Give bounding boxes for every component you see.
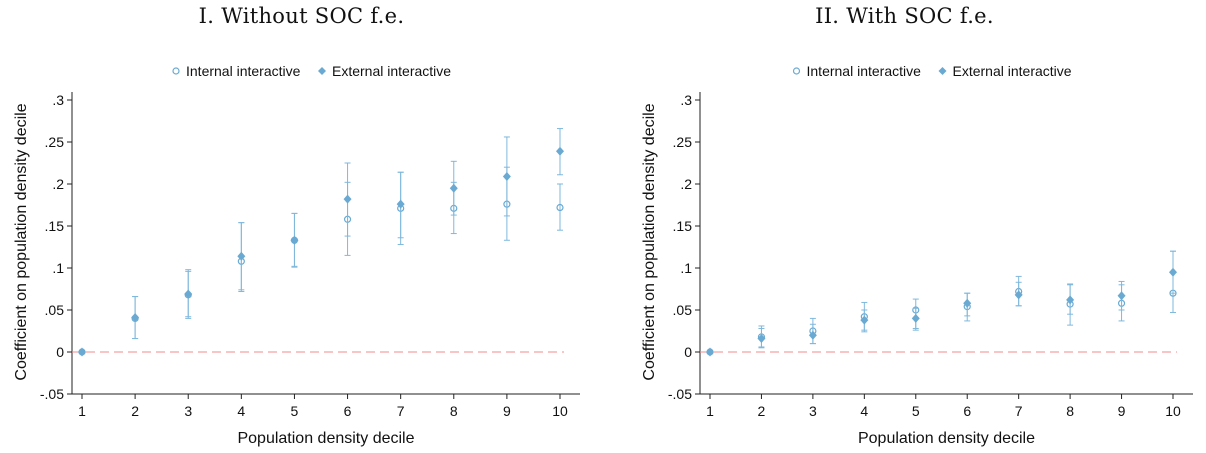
data-point [184, 289, 193, 299]
chart-title: II. With SOC f.e. [815, 4, 994, 28]
legend-label-internal: Internal interactive [807, 63, 922, 79]
y-tick-label: -.05 [668, 386, 692, 402]
data-point [237, 251, 246, 261]
x-tick-label: 8 [1066, 403, 1074, 419]
data-point [911, 313, 920, 323]
data-point [290, 235, 299, 245]
legend-marker-internal [172, 67, 180, 75]
x-tick-label: 5 [291, 403, 299, 419]
data-point [502, 171, 511, 181]
panel-without-soc: I. Without SOC f.e. Internal interactive… [13, 4, 580, 447]
data-point [963, 298, 972, 308]
data-point [343, 194, 352, 204]
y-tick-label: .1 [52, 260, 64, 276]
data-point [556, 203, 564, 212]
x-tick-label: 4 [860, 403, 868, 419]
chart-svg: Internal interactive External interactive… [641, 63, 1193, 447]
y-axis-title: Coefficient on population density decile [13, 103, 30, 380]
x-tick-label: 7 [397, 403, 405, 419]
legend-label-external: External interactive [332, 63, 451, 79]
y-tick-label: .2 [52, 176, 64, 192]
y-tick-label: .3 [680, 92, 692, 108]
x-tick-label: 4 [237, 403, 245, 419]
y-tick-label: 0 [684, 344, 692, 360]
x-tick-label: 6 [344, 403, 352, 419]
data-point [449, 183, 458, 193]
panel-with-soc: II. With SOC f.e. Internal interactive Ex… [603, 0, 1206, 453]
y-tick-label: -.05 [40, 386, 64, 402]
data-point [706, 347, 714, 357]
legend-label-external: External interactive [953, 63, 1072, 79]
data-point [860, 315, 869, 325]
y-tick-label: .15 [673, 218, 693, 234]
series-external [78, 128, 564, 357]
data-point [1066, 295, 1075, 305]
y-tick-label: .15 [45, 218, 65, 234]
chart-svg: Internal interactive External interactive… [13, 63, 580, 447]
legend-marker-external [938, 67, 947, 75]
legend-label-internal: Internal interactive [186, 63, 301, 79]
data-point [556, 146, 564, 156]
y-tick-label: 0 [56, 344, 64, 360]
x-tick-label: 6 [963, 403, 971, 419]
y-axis-title: Coefficient on population density decile [641, 103, 658, 380]
y-tick-label: .25 [45, 134, 65, 150]
data-point [396, 199, 405, 209]
series-internal [706, 250, 1177, 356]
y-tick-label: .1 [680, 260, 692, 276]
x-tick-label: 2 [758, 403, 766, 419]
y-tick-label: .05 [45, 302, 65, 318]
x-tick-label: 9 [503, 403, 511, 419]
data-point [757, 334, 766, 344]
x-tick-label: 1 [78, 403, 86, 419]
x-tick-label: 10 [552, 403, 568, 419]
series-external [706, 250, 1177, 357]
x-tick-label: 7 [1015, 403, 1023, 419]
x-tick-label: 10 [1165, 403, 1181, 419]
x-axis-title: Population density decile [858, 430, 1035, 447]
series-internal [78, 166, 564, 356]
x-tick-label: 8 [450, 403, 458, 419]
y-tick-label: .3 [52, 92, 64, 108]
x-tick-label: 3 [184, 403, 192, 419]
x-tick-label: 2 [131, 403, 139, 419]
data-point [1169, 267, 1177, 277]
x-axis-title: Population density decile [237, 430, 414, 447]
legend: Internal interactive External interactive [792, 63, 1072, 79]
x-tick-label: 5 [912, 403, 920, 419]
data-point [1014, 290, 1023, 300]
data-point [1117, 291, 1126, 301]
data-point [808, 330, 817, 340]
y-tick-label: .2 [680, 176, 692, 192]
legend: Internal interactive External interactive [172, 63, 451, 79]
x-tick-label: 3 [809, 403, 817, 419]
y-tick-label: .05 [673, 302, 693, 318]
chart-title: I. Without SOC f.e. [198, 4, 405, 28]
legend-marker-internal [792, 67, 801, 75]
y-tick-label: .25 [673, 134, 693, 150]
data-point [78, 347, 86, 357]
x-tick-label: 1 [706, 403, 714, 419]
legend-marker-external [318, 67, 326, 75]
x-tick-label: 9 [1118, 403, 1126, 419]
data-point [131, 313, 140, 323]
